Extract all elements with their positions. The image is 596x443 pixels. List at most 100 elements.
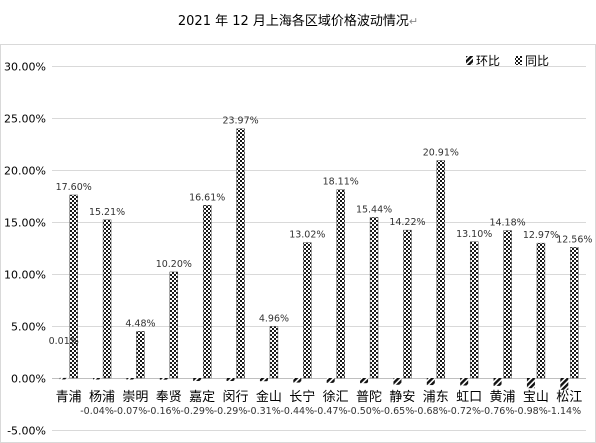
bar-mom: [493, 378, 502, 386]
yoy-data-label: 16.61%: [189, 192, 225, 203]
category-label: 静安: [389, 390, 415, 405]
bar-mom: [526, 378, 535, 389]
yoy-data-label: 12.56%: [556, 234, 592, 245]
mom-data-label: -1.14%: [548, 406, 582, 417]
bar-mom: [560, 378, 569, 390]
bar-mom: [326, 378, 335, 383]
mom-data-label: -0.72%: [447, 406, 481, 417]
bar-yoy: [102, 219, 112, 379]
bar-yoy: [536, 242, 546, 379]
category-label: 宝山: [523, 390, 549, 405]
bar-yoy: [69, 194, 78, 379]
yoy-data-label: 14.18%: [489, 218, 525, 229]
bar-mom: [59, 377, 68, 380]
bar-mom: [126, 378, 135, 380]
mom-data-label: -0.16%: [147, 406, 181, 417]
yoy-data-label: 23.97%: [222, 116, 258, 127]
category-label: 徐汇: [323, 390, 349, 405]
y-tick-label: 25.00%: [4, 113, 46, 126]
category-label: 青浦: [56, 390, 82, 405]
chart-title: 2021 年 12 月上海各区域价格波动情况↵: [0, 10, 596, 29]
data-labels: 17.60% 0.01% 15.21% -0.04% 4.48% -0.07% 10.20%…: [49, 116, 593, 417]
yoy-data-label: 17.60%: [56, 182, 92, 193]
bar-yoy: [403, 229, 412, 379]
yoy-data-label: 12.97%: [523, 230, 559, 241]
category-label: 奉贤: [156, 390, 182, 405]
bar-mom: [193, 378, 202, 382]
mom-data-label: -0.44%: [281, 406, 315, 417]
bar-mom: [426, 378, 435, 386]
y-tick-label: 5.00%: [11, 321, 46, 334]
bar-yoy: [436, 160, 446, 379]
bar-mom: [159, 378, 168, 380]
yoy-data-label: 18.11%: [323, 177, 359, 188]
legend-swatch: [515, 56, 522, 65]
bar-mom: [259, 378, 268, 382]
category-label: 闵行: [223, 390, 249, 405]
bar-yoy: [503, 230, 512, 379]
bar-yoy: [136, 331, 145, 379]
bar-mom: [360, 378, 369, 384]
mom-data-label: -0.31%: [247, 406, 281, 417]
yoy-data-label: 10.20%: [156, 259, 192, 270]
category-label: 松江: [556, 390, 582, 405]
bar-mom: [393, 378, 402, 385]
bar-yoy: [303, 242, 312, 379]
mom-data-label: -0.47%: [314, 406, 348, 417]
bar-yoy: [369, 217, 379, 379]
mom-data-label: -0.07%: [114, 406, 148, 417]
bar-yoy: [269, 326, 279, 379]
bar-mom: [460, 378, 469, 386]
bar-yoy: [336, 189, 345, 379]
bar-yoy: [236, 128, 245, 379]
mom-data-label: -0.50%: [347, 406, 381, 417]
legend-label: 环比: [476, 54, 500, 68]
category-label: 浦东: [423, 390, 449, 405]
bar-mom: [293, 378, 302, 383]
yoy-data-label: 14.22%: [389, 217, 425, 228]
category-label: 崇明: [122, 390, 148, 405]
bar-yoy: [469, 241, 479, 379]
y-tick-label: 15.00%: [4, 217, 46, 230]
bar-mom: [226, 378, 235, 382]
category-label: 杨浦: [89, 390, 115, 405]
legend-label: 同比: [525, 54, 549, 68]
mom-data-label: -0.29%: [214, 406, 248, 417]
mom-data-label: -0.76%: [481, 406, 515, 417]
yoy-data-label: 20.91%: [423, 148, 459, 159]
chart-title-text: 2021 年 12 月上海各区域价格波动情况: [177, 14, 409, 29]
category-label: 嘉定: [189, 390, 215, 405]
mom-data-label: 0.01%: [49, 336, 79, 347]
paragraph-mark: ↵: [408, 15, 419, 28]
category-label: 长宁: [289, 389, 315, 405]
mom-data-label: -0.65%: [381, 406, 415, 417]
yoy-data-label: 13.10%: [456, 229, 492, 240]
category-label: 虹口: [456, 390, 482, 405]
mom-data-label: -0.98%: [514, 406, 548, 417]
category-labels: 青浦 杨浦 崇明 奉贤 嘉定 闵行 金山 长宁 徐汇 普陀 静安 浦东 虹口 黄浦 宝山 松江: [56, 389, 583, 405]
legend-swatch: [466, 56, 473, 65]
bars: [59, 128, 579, 390]
bar-yoy: [169, 271, 179, 379]
y-tick-label: 10.00%: [4, 269, 46, 282]
yoy-data-label: 4.48%: [125, 318, 155, 329]
bar-yoy: [202, 205, 212, 379]
legend: 环比 同比: [466, 54, 549, 68]
y-axis-ticks: -5.00% 0.00% 5.00% 10.00% 15.00% 20.00% 25.00%…: [4, 61, 46, 438]
bar-mom: [93, 378, 102, 380]
yoy-data-label: 13.02%: [289, 230, 325, 241]
mom-data-label: -0.04%: [80, 406, 114, 417]
bar-yoy: [570, 247, 579, 379]
category-label: 普陀: [356, 389, 382, 405]
yoy-data-label: 15.44%: [356, 204, 392, 215]
yoy-data-label: 15.21%: [89, 207, 125, 218]
yoy-data-label: 4.96%: [259, 313, 289, 324]
category-label: 黄浦: [490, 390, 516, 405]
y-tick-label: -5.00%: [7, 425, 46, 438]
category-label: 金山: [256, 389, 282, 405]
y-tick-label: 30.00%: [4, 61, 46, 74]
y-tick-label: 0.00%: [11, 373, 46, 386]
y-tick-label: 20.00%: [4, 165, 46, 178]
mom-data-label: -0.68%: [414, 406, 448, 417]
